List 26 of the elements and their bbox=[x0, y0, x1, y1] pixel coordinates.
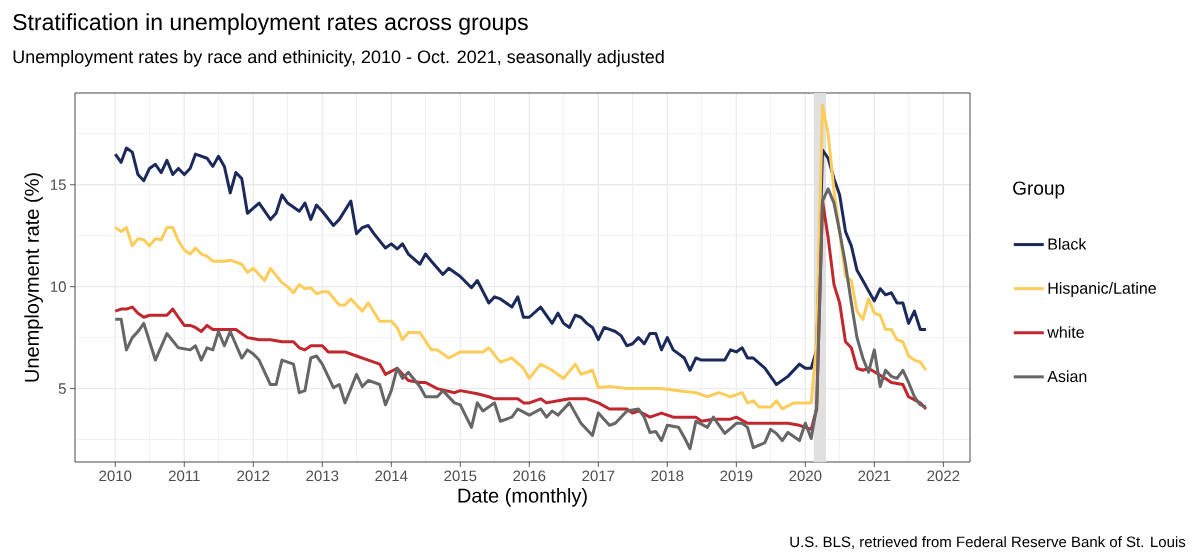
y-tick-label: 15 bbox=[50, 179, 66, 190]
y-tick-label: 10 bbox=[50, 281, 66, 292]
legend-label: Black bbox=[1048, 238, 1087, 250]
legend-title: Group bbox=[1013, 181, 1065, 199]
chart-title: Stratification in unemployment rates across groups bbox=[13, 13, 528, 35]
x-tick-label: 2014 bbox=[375, 470, 408, 482]
x-tick-label: 2018 bbox=[651, 470, 684, 482]
x-tick-label: 2022 bbox=[927, 470, 960, 482]
x-tick-label: 2016 bbox=[513, 470, 546, 482]
x-tick-label: 2017 bbox=[582, 470, 615, 482]
x-tick-label: 2011 bbox=[168, 470, 200, 482]
chart-subtitle: Unemployment rates by race and ethinicity, 2010 - Oct. 2021, seasonally adjusted bbox=[13, 49, 664, 67]
text: U.S. BLS, retrieved from Federal Reserve Bank of St. Louis bbox=[790, 536, 1186, 549]
legend-label: white bbox=[1047, 326, 1084, 338]
x-tick-label: 2019 bbox=[720, 470, 753, 482]
x-tick-label: 2021 bbox=[858, 470, 891, 482]
x-tick-label: 2020 bbox=[789, 470, 822, 482]
x-tick-label: 2012 bbox=[237, 470, 270, 482]
legend-label: Hispanic/Latine bbox=[1048, 282, 1156, 298]
y-tick-label: 5 bbox=[58, 383, 66, 394]
x-tick-label: 2010 bbox=[99, 470, 132, 482]
x-tick-label: 2015 bbox=[444, 470, 477, 482]
y-axis-title: Unemployment rate (%) bbox=[24, 173, 43, 382]
x-tick-label: 2013 bbox=[306, 470, 339, 482]
legend-label: Asian bbox=[1047, 370, 1087, 383]
x-axis-title: Date (monthly) bbox=[458, 488, 587, 507]
